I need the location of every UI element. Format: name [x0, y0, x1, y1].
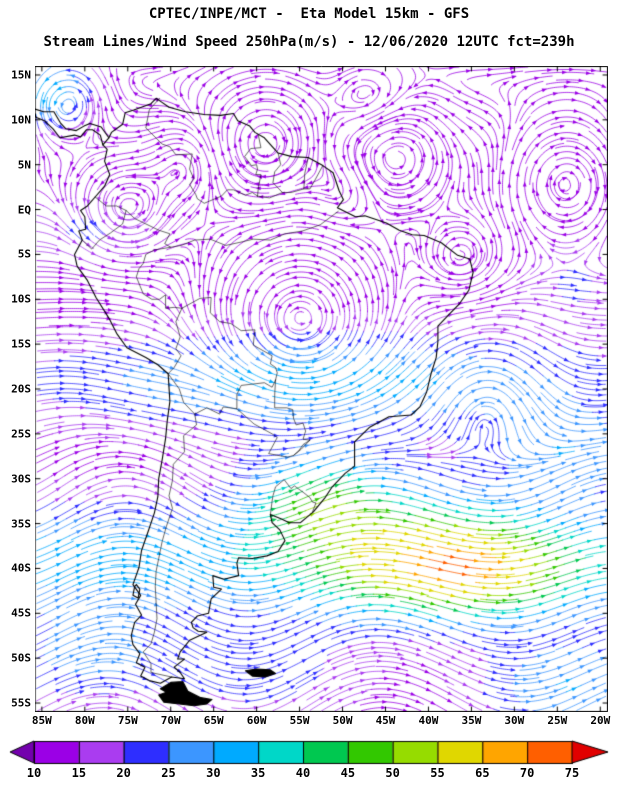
lon-tick-label: 75W	[117, 714, 138, 727]
lat-tick-label: 10N	[11, 113, 31, 127]
lon-tick-label: 25W	[547, 714, 568, 727]
lon-tick-label: 20W	[590, 714, 611, 727]
lon-tick-label: 70W	[160, 714, 181, 727]
colorbar-value-label: 10	[26, 766, 42, 780]
lat-axis: 15N 10N 5N EQ 5S 10S 15S 20S 25S 30S 35S 40S 45S 50S 5…	[0, 66, 33, 712]
lon-tick-label: 35W	[461, 714, 482, 727]
lon-tick-label: 40W	[418, 714, 439, 727]
colorbar-value-label: 25	[161, 766, 176, 780]
streamline-map-canvas	[35, 66, 608, 712]
lon-tick-label: 65W	[203, 714, 224, 727]
lat-tick-label: EQ	[17, 203, 31, 217]
lat-tick-label: 5S	[17, 247, 31, 261]
colorbar-value-label: 30	[206, 766, 221, 780]
lat-tick-label: 35S	[11, 517, 31, 531]
title-model: CPTEC/INPE/MCT - Eta Model 15km - GFS	[148, 6, 470, 22]
colorbar-value-label: 45	[340, 766, 356, 780]
lon-tick-label: 30W	[504, 714, 525, 727]
lat-tick-label: 15N	[11, 68, 31, 82]
colorbar-value-label: 55	[430, 766, 445, 780]
colorbar-value-label: 75	[564, 766, 580, 780]
lon-tick-label: 50W	[332, 714, 353, 727]
lat-tick-label: 15S	[11, 337, 31, 351]
lon-tick-label: 85W	[31, 714, 52, 727]
lat-tick-label: 30S	[11, 472, 31, 486]
lon-tick-label: 55W	[289, 714, 310, 727]
lon-tick-label: 80W	[74, 714, 95, 727]
colorbar-value-label: 50	[385, 766, 400, 780]
lat-tick-label: 10S	[11, 292, 31, 306]
colorbar-value-label: 70	[519, 766, 535, 780]
lat-tick-label: 25S	[11, 427, 31, 441]
colorbar-value-label: 15	[71, 766, 87, 780]
colorbar-labels: 10 15 20 25 30 35 40 45 50 55 65 70 75	[0, 766, 618, 782]
colorbar-value-label: 65	[475, 766, 490, 780]
lon-axis: 85W 80W 75W 70W 65W 60W 55W 50W 45W 40W 35W 30W 25W 2…	[31, 713, 611, 728]
lat-tick-label: 45S	[11, 606, 31, 620]
lon-tick-label: 45W	[375, 714, 396, 727]
title-field: Stream Lines/Wind Speed 250hPa(m/s) - 12…	[43, 34, 575, 50]
colorbar-value-label: 35	[250, 766, 266, 780]
lat-tick-label: 20S	[11, 382, 31, 396]
lat-tick-label: 50S	[11, 651, 31, 665]
lon-tick-label: 60W	[246, 714, 267, 727]
lat-tick-label: 5N	[17, 158, 31, 172]
colorbar-value-label: 20	[116, 766, 131, 780]
lat-tick-label: 55S	[11, 696, 31, 710]
colorbar-value-label: 40	[295, 766, 311, 780]
colorbar-canvas	[0, 739, 618, 765]
lat-tick-label: 40S	[11, 561, 31, 575]
